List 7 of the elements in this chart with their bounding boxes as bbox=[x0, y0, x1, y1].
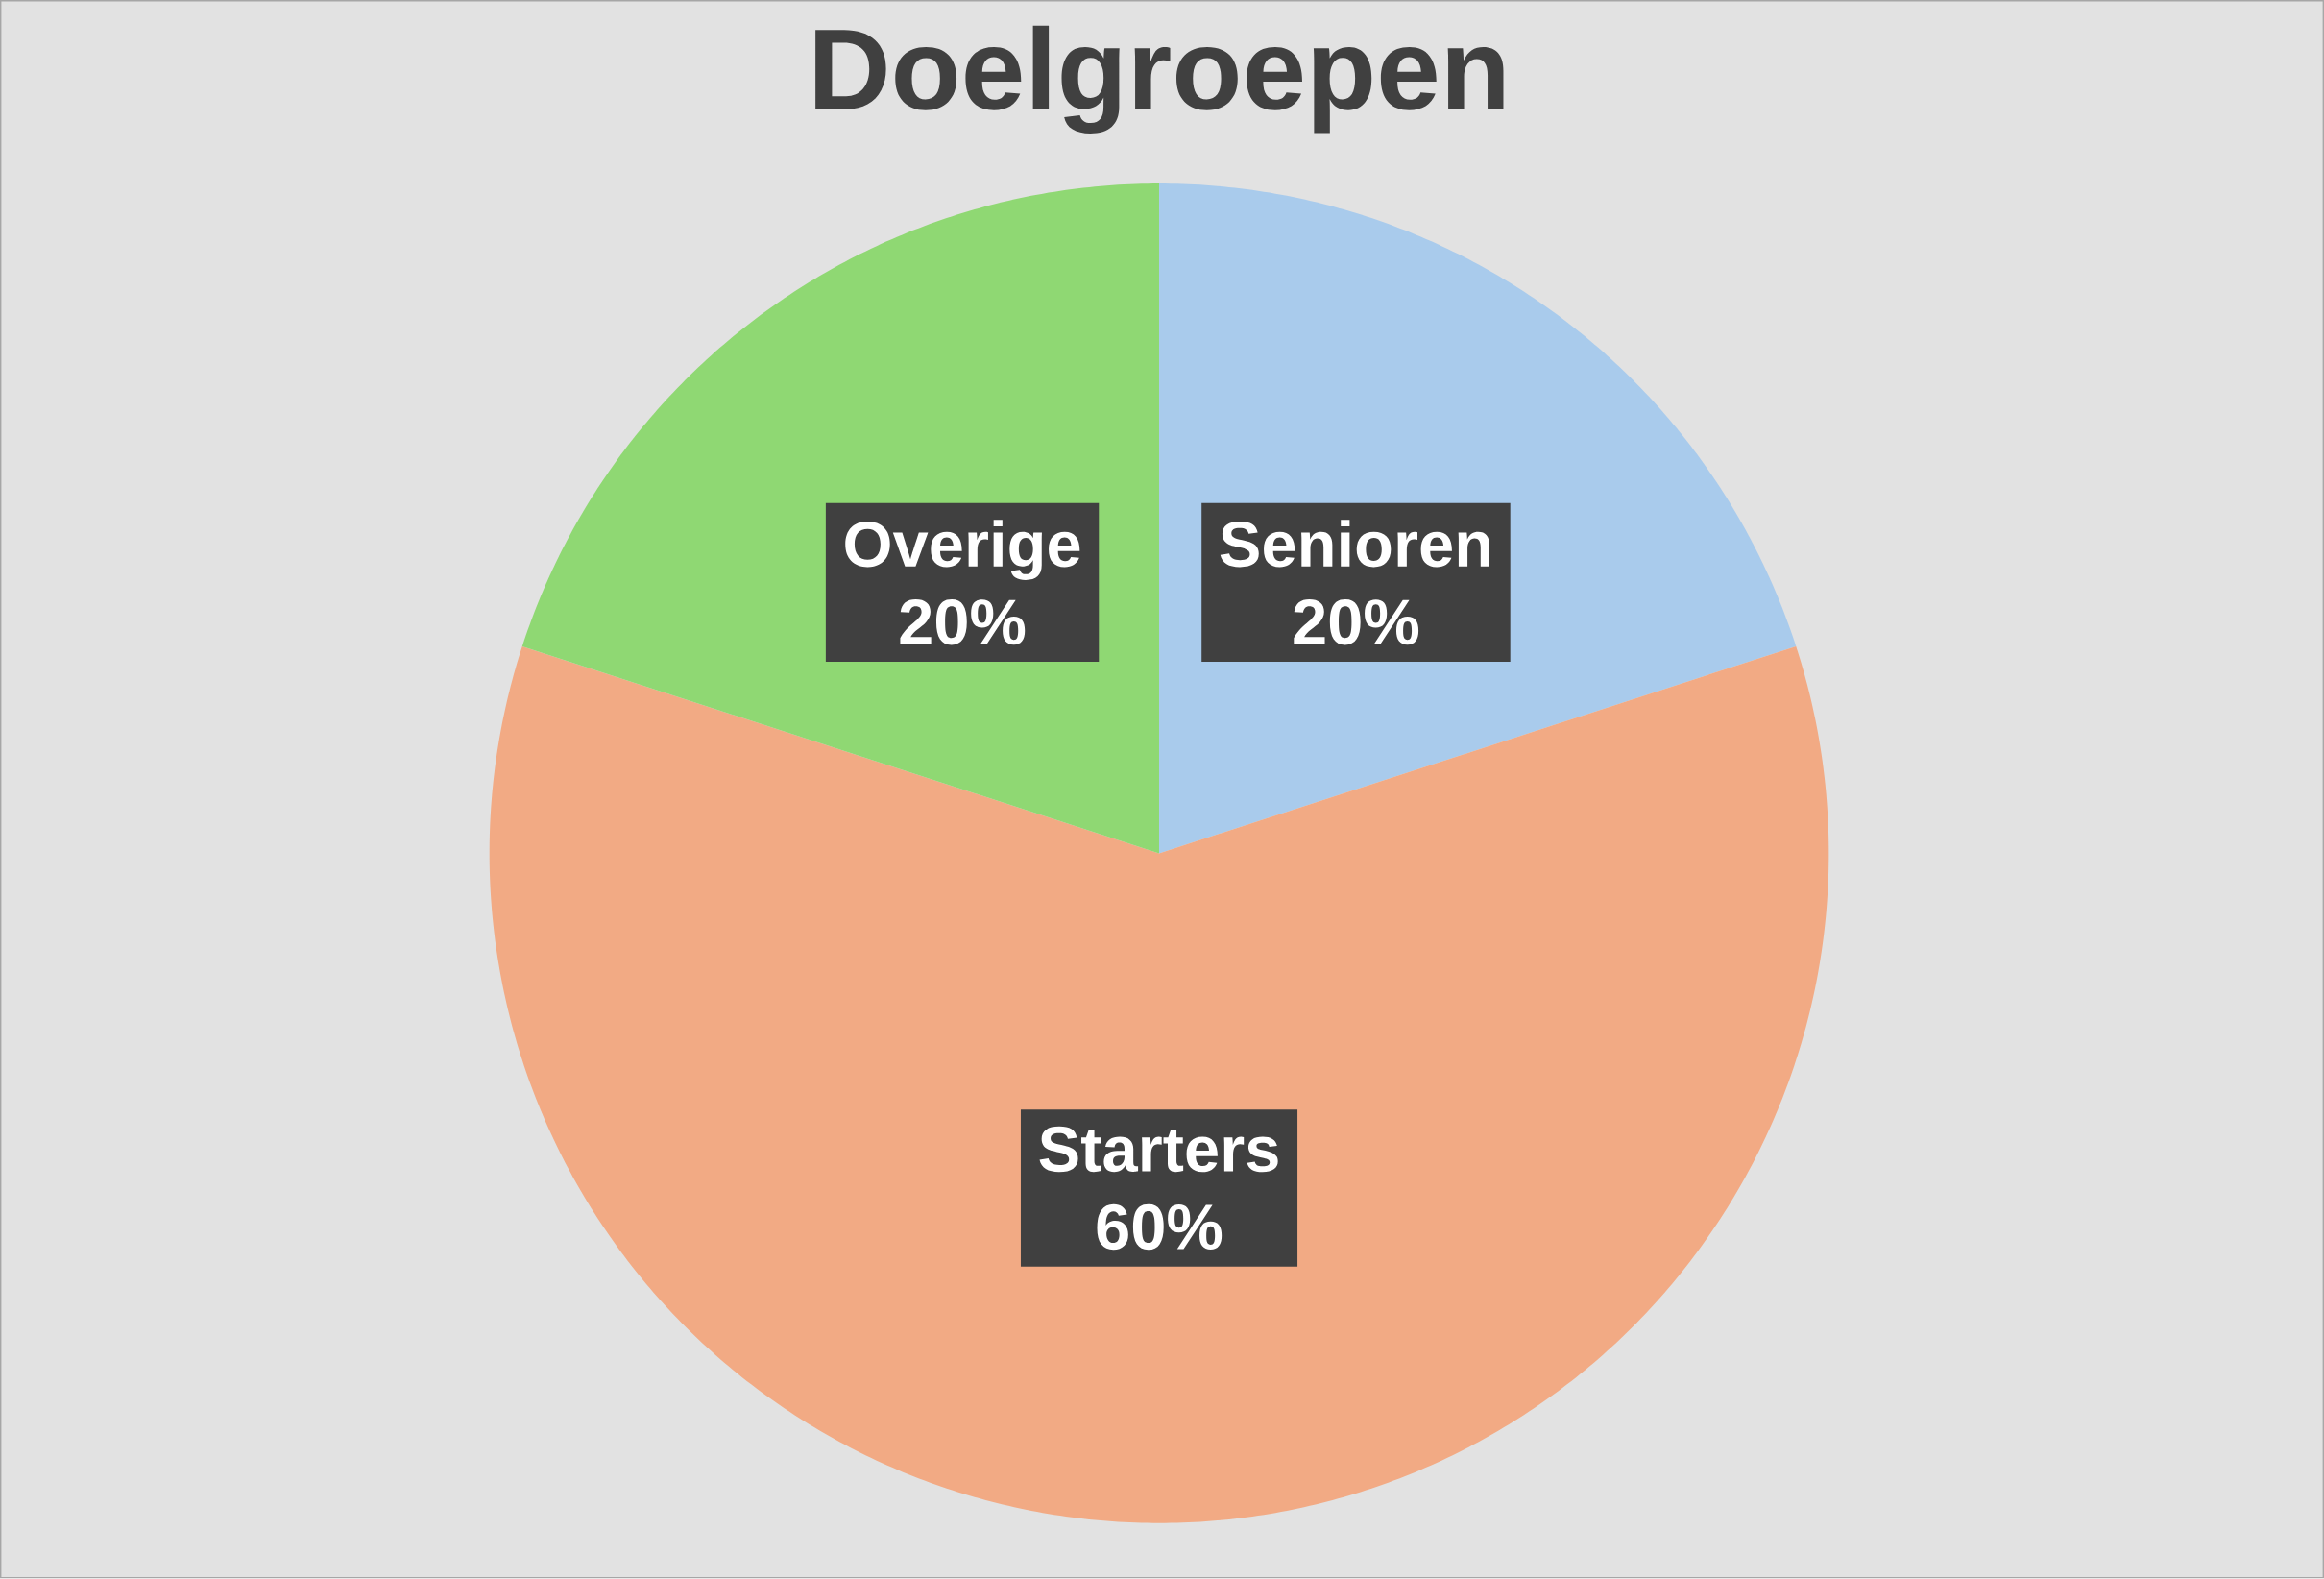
data-label: 20% bbox=[900, 599, 1026, 645]
slice-label: Overige bbox=[845, 520, 1080, 581]
chart-title: Doelgroepen bbox=[815, 26, 1504, 134]
slice-label: Senioren bbox=[1220, 520, 1489, 568]
data-label: 60% bbox=[1097, 1204, 1223, 1251]
data-label: 20% bbox=[1294, 599, 1419, 645]
slice-label: Starters bbox=[1039, 1127, 1278, 1173]
